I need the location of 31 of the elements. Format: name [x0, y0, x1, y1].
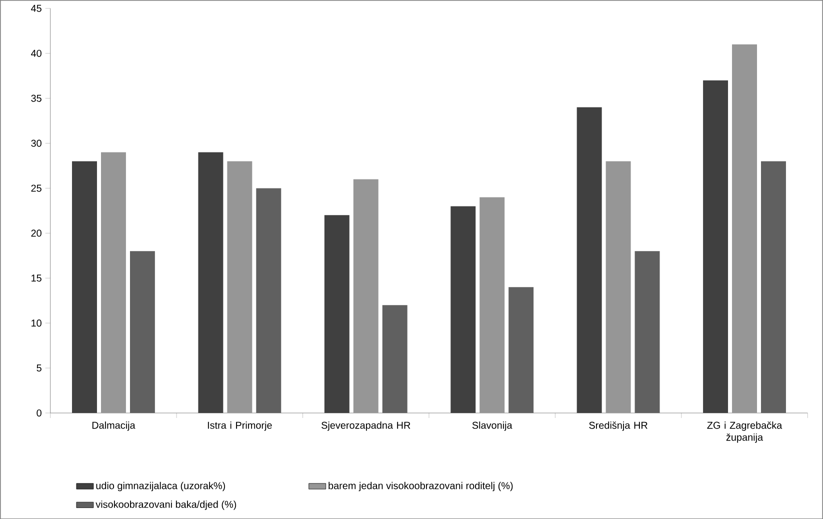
x-tick-label: Istra i Primorje — [208, 421, 272, 431]
bar — [353, 179, 378, 413]
y-tick-label: 25 — [31, 184, 42, 192]
bar — [606, 161, 631, 413]
x-tick-label: Središnja HR — [589, 421, 648, 431]
x-tick-label: ZG i Zagrebačka županija — [707, 421, 782, 443]
x-tick-label: Sjeverozapadna HR — [322, 421, 410, 431]
x-tick-label: Slavonija — [472, 421, 512, 431]
legend-label: visokoobrazovani baka/djed (%) — [96, 500, 236, 510]
legend-label: udio gimnazijalaca (uzorak%) — [96, 482, 225, 492]
y-tick-label: 10 — [32, 319, 42, 326]
bar — [324, 215, 350, 413]
bar — [480, 197, 505, 413]
bar — [100, 152, 126, 413]
y-tick-label: 0 — [36, 409, 42, 416]
y-tick-label: 35 — [31, 94, 42, 102]
bar — [227, 161, 252, 413]
y-tick-label: 5 — [36, 364, 42, 372]
bar — [732, 44, 757, 413]
legend-label: barem jedan visokoobrazovani roditelj (%) — [328, 482, 513, 492]
y-tick-label: 15 — [32, 274, 42, 282]
y-tick-label: 20 — [31, 230, 42, 237]
bar — [198, 152, 224, 413]
bar — [576, 107, 602, 413]
y-tick-label: 40 — [31, 50, 42, 57]
x-tick-label: Dalmacija — [92, 421, 136, 431]
y-tick-label: 45 — [31, 4, 42, 12]
bar — [450, 206, 476, 413]
y-tick-label: 30 — [31, 140, 42, 147]
bar — [72, 161, 97, 413]
bar — [703, 80, 728, 413]
